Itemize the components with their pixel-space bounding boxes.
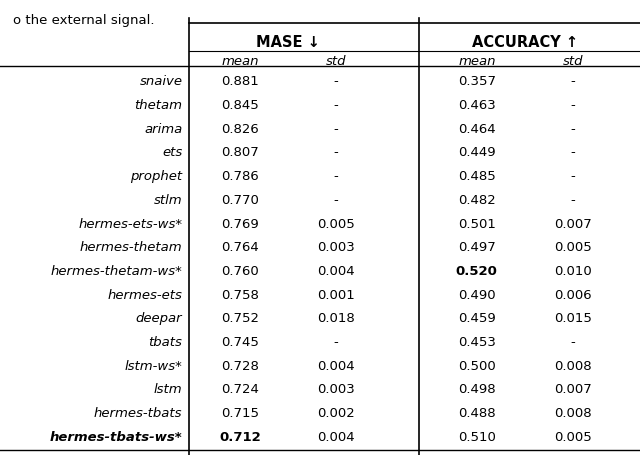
Text: 0.500: 0.500 — [458, 359, 495, 372]
Text: 0.006: 0.006 — [554, 288, 591, 301]
Text: 0.485: 0.485 — [458, 170, 495, 183]
Text: 0.003: 0.003 — [317, 241, 355, 254]
Text: 0.724: 0.724 — [221, 383, 259, 396]
Text: 0.807: 0.807 — [221, 146, 259, 159]
Text: 0.018: 0.018 — [317, 312, 355, 325]
Text: 0.712: 0.712 — [219, 430, 261, 443]
Text: 0.463: 0.463 — [458, 99, 495, 112]
Text: -: - — [570, 122, 575, 136]
Text: 0.005: 0.005 — [317, 217, 355, 230]
Text: 0.715: 0.715 — [221, 406, 259, 420]
Text: 0.453: 0.453 — [458, 335, 496, 349]
Text: hermes-tbats: hermes-tbats — [94, 406, 182, 420]
Text: 0.488: 0.488 — [458, 406, 495, 420]
Text: std: std — [326, 55, 346, 68]
Text: 0.786: 0.786 — [221, 170, 259, 183]
Text: 0.845: 0.845 — [221, 99, 259, 112]
Text: 0.007: 0.007 — [554, 383, 591, 396]
Text: 0.004: 0.004 — [317, 430, 355, 443]
Text: -: - — [570, 170, 575, 183]
Text: 0.520: 0.520 — [456, 264, 498, 278]
Text: -: - — [570, 335, 575, 349]
Text: hermes-ets: hermes-ets — [108, 288, 182, 301]
Text: 0.728: 0.728 — [221, 359, 259, 372]
Text: 0.015: 0.015 — [554, 312, 592, 325]
Text: -: - — [333, 122, 339, 136]
Text: -: - — [333, 99, 339, 112]
Text: mean: mean — [221, 55, 259, 68]
Text: 0.497: 0.497 — [458, 241, 495, 254]
Text: snaive: snaive — [140, 75, 182, 88]
Text: 0.005: 0.005 — [554, 430, 591, 443]
Text: deepar: deepar — [136, 312, 182, 325]
Text: 0.001: 0.001 — [317, 288, 355, 301]
Text: stlm: stlm — [154, 193, 182, 207]
Text: 0.490: 0.490 — [458, 288, 495, 301]
Text: 0.459: 0.459 — [458, 312, 495, 325]
Text: 0.003: 0.003 — [317, 383, 355, 396]
Text: 0.007: 0.007 — [554, 217, 591, 230]
Text: 0.008: 0.008 — [554, 406, 591, 420]
Text: 0.008: 0.008 — [554, 359, 591, 372]
Text: 0.758: 0.758 — [221, 288, 259, 301]
Text: -: - — [570, 99, 575, 112]
Text: 0.760: 0.760 — [221, 264, 259, 278]
Text: lstm: lstm — [154, 383, 182, 396]
Text: 0.881: 0.881 — [221, 75, 259, 88]
Text: std: std — [563, 55, 583, 68]
Text: 0.482: 0.482 — [458, 193, 495, 207]
Text: 0.501: 0.501 — [458, 217, 496, 230]
Text: 0.449: 0.449 — [458, 146, 495, 159]
Text: lstm-ws*: lstm-ws* — [125, 359, 182, 372]
Text: -: - — [333, 170, 339, 183]
Text: -: - — [570, 193, 575, 207]
Text: -: - — [333, 75, 339, 88]
Text: -: - — [333, 146, 339, 159]
Text: 0.498: 0.498 — [458, 383, 495, 396]
Text: 0.764: 0.764 — [221, 241, 259, 254]
Text: prophet: prophet — [131, 170, 182, 183]
Text: thetam: thetam — [134, 99, 182, 112]
Text: 0.770: 0.770 — [221, 193, 259, 207]
Text: 0.826: 0.826 — [221, 122, 259, 136]
Text: MASE ↓: MASE ↓ — [256, 35, 320, 50]
Text: ets: ets — [162, 146, 182, 159]
Text: 0.745: 0.745 — [221, 335, 259, 349]
Text: -: - — [333, 335, 339, 349]
Text: 0.752: 0.752 — [221, 312, 259, 325]
Text: -: - — [333, 193, 339, 207]
Text: hermes-ets-ws*: hermes-ets-ws* — [78, 217, 182, 230]
Text: 0.510: 0.510 — [458, 430, 496, 443]
Text: 0.464: 0.464 — [458, 122, 495, 136]
Text: 0.004: 0.004 — [317, 264, 355, 278]
Text: hermes-tbats-ws*: hermes-tbats-ws* — [50, 430, 182, 443]
Text: mean: mean — [458, 55, 495, 68]
Text: 0.005: 0.005 — [554, 241, 591, 254]
Text: hermes-thetam-ws*: hermes-thetam-ws* — [51, 264, 182, 278]
Text: 0.002: 0.002 — [317, 406, 355, 420]
Text: 0.010: 0.010 — [554, 264, 591, 278]
Text: arima: arima — [144, 122, 182, 136]
Text: -: - — [570, 146, 575, 159]
Text: hermes-thetam: hermes-thetam — [80, 241, 182, 254]
Text: ACCURACY ↑: ACCURACY ↑ — [472, 35, 578, 50]
Text: 0.357: 0.357 — [458, 75, 496, 88]
Text: tbats: tbats — [148, 335, 182, 349]
Text: 0.004: 0.004 — [317, 359, 355, 372]
Text: o the external signal.: o the external signal. — [13, 14, 154, 27]
Text: -: - — [570, 75, 575, 88]
Text: 0.769: 0.769 — [221, 217, 259, 230]
